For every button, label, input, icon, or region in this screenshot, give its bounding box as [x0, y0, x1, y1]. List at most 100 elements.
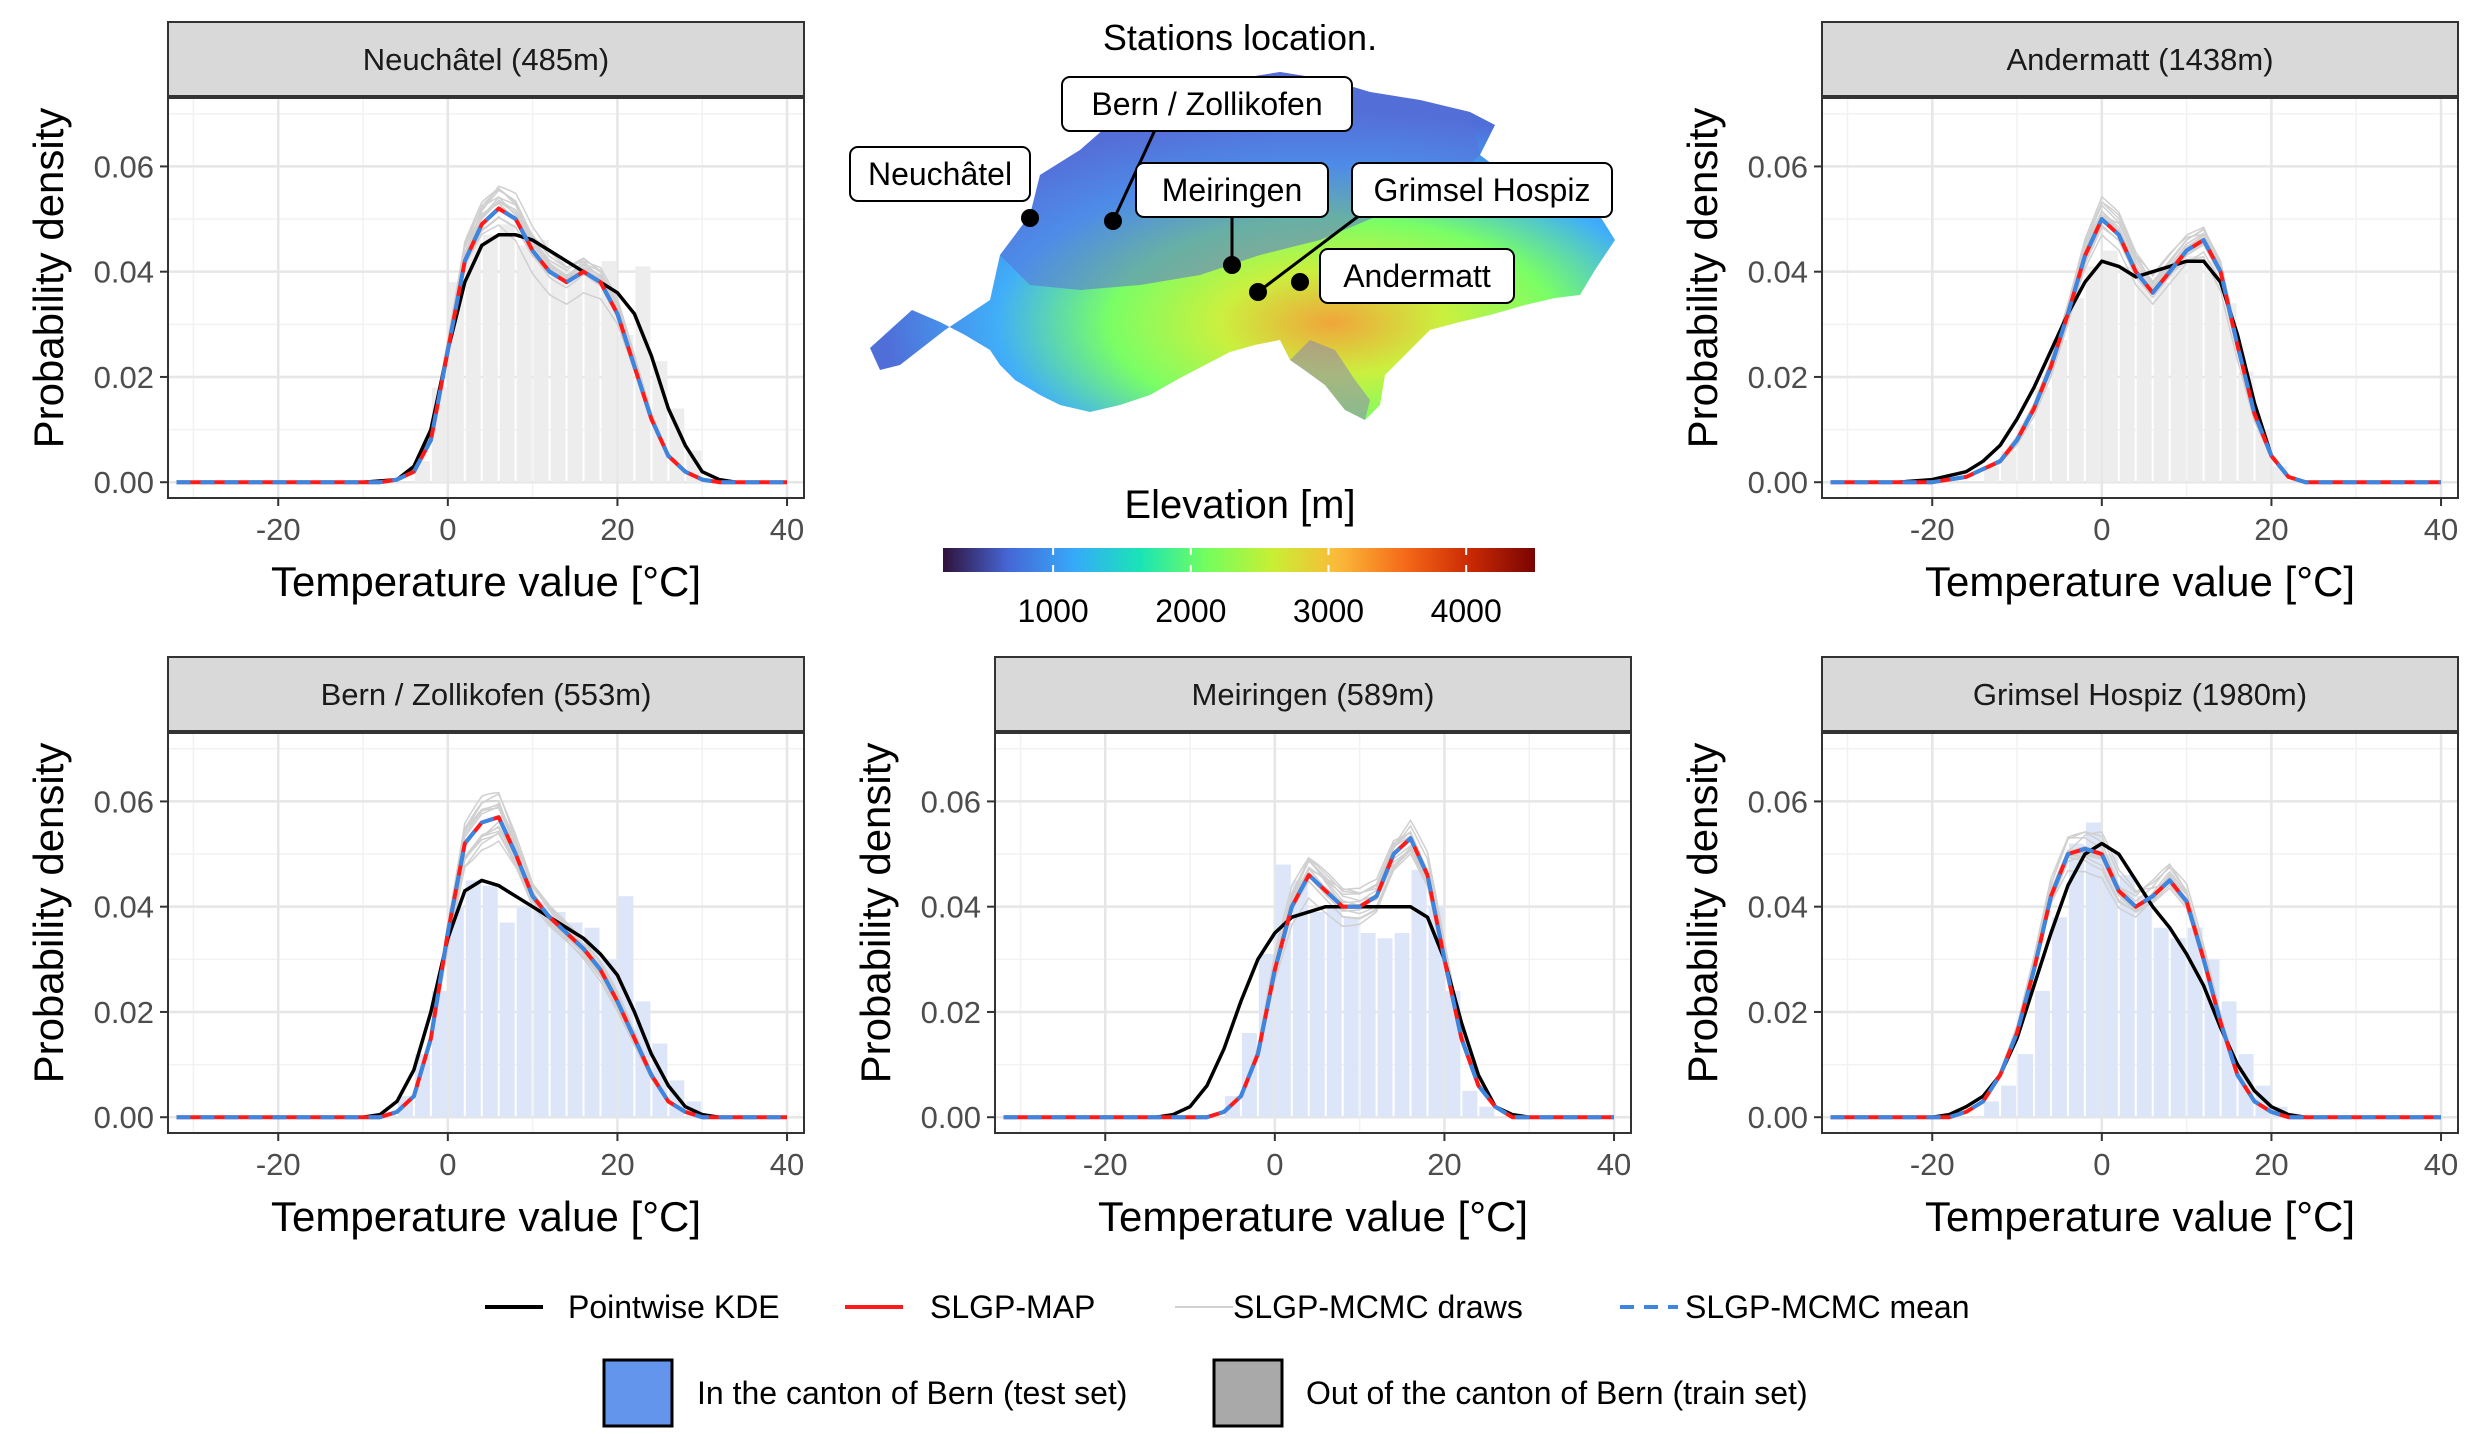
- legend-label-test: In the canton of Bern (test set): [697, 1375, 1127, 1411]
- svg-text:Bern / Zollikofen: Bern / Zollikofen: [1091, 86, 1322, 122]
- x-tick-label: 0: [439, 512, 456, 547]
- y-tick-label: 0.06: [921, 784, 981, 819]
- legend-label-draws: SLGP-MCMC draws: [1233, 1289, 1523, 1325]
- histogram-bar: [2102, 854, 2118, 1118]
- y-tick-label: 0.06: [94, 149, 154, 184]
- x-tick-label: -20: [256, 1147, 301, 1182]
- x-tick-label: 0: [439, 1147, 456, 1182]
- x-tick-label: 40: [770, 1147, 804, 1182]
- panel-border: [167, 732, 805, 1134]
- legend-label-train: Out of the canton of Bern (train set): [1306, 1375, 1808, 1411]
- y-axis-title: Probability density: [1679, 743, 1726, 1084]
- y-tick-label: 0.00: [1748, 465, 1808, 500]
- y-tick-label: 0.00: [94, 465, 154, 500]
- histogram-bar: [2018, 1054, 2033, 1118]
- histogram-bar: [550, 911, 566, 1118]
- histogram-bar: [533, 240, 549, 483]
- histogram-bar: [2170, 938, 2186, 1118]
- histogram-bar: [1428, 906, 1444, 1118]
- colorbar-tick-label: 2000: [1155, 593, 1226, 629]
- y-tick-label: 0.00: [1748, 1100, 1808, 1135]
- histogram-bar: [2018, 424, 2033, 483]
- histogram-bar: [2221, 303, 2237, 483]
- y-tick-label: 0.04: [94, 890, 154, 925]
- histogram-bar: [618, 334, 634, 483]
- histogram-bar: [1411, 869, 1427, 1118]
- histogram-bar: [516, 906, 532, 1118]
- mcmc-mean-line: [176, 206, 787, 485]
- x-tick-label: 20: [2254, 1147, 2288, 1182]
- histogram-bar: [618, 896, 634, 1118]
- histogram-bar: [1377, 938, 1393, 1118]
- histogram-bar: [2170, 261, 2186, 483]
- facet-panel: Bern / Zollikofen (553m) -20 0 20 40 0.00 0.02…: [25, 656, 805, 1240]
- y-axis-title: Probability density: [25, 743, 72, 1084]
- histogram-bar: [1343, 917, 1359, 1118]
- facet-panel: Andermatt (1438m) -20 0 20 40 0.00 0.02 0.04 0.0…: [1679, 21, 2459, 605]
- facet-strip: [167, 21, 805, 97]
- facet-strip: [1821, 656, 2459, 732]
- histogram-bar: [2085, 266, 2101, 483]
- colorbar: [943, 548, 1535, 572]
- colorbar-tick-label: 1000: [1018, 593, 1089, 629]
- panel-border: [167, 97, 805, 499]
- histogram-bar: [1462, 1090, 1478, 1118]
- y-tick-label: 0.02: [1748, 360, 1808, 395]
- x-tick-label: 20: [600, 1147, 634, 1182]
- x-tick-label: -20: [1910, 1147, 1955, 1182]
- map-label-meiringen: Meiringen: [1135, 162, 1329, 218]
- x-tick-label: -20: [256, 512, 301, 547]
- histogram-bar: [2035, 387, 2050, 483]
- x-tick-label: 20: [600, 512, 634, 547]
- x-tick-label: 0: [1266, 1147, 1283, 1182]
- y-tick-label: 0.06: [1748, 784, 1808, 819]
- histogram-bar: [2136, 896, 2152, 1118]
- histogram-bar: [2068, 843, 2084, 1118]
- x-tick-label: 20: [2254, 512, 2288, 547]
- y-tick-label: 0.04: [1748, 890, 1808, 925]
- mcmc-mean-line: [176, 815, 787, 1120]
- histogram-bar: [2187, 255, 2203, 483]
- histogram-bar: [567, 922, 583, 1118]
- kde-line: [1830, 259, 2441, 484]
- colorbar-tick-label: 4000: [1431, 593, 1502, 629]
- histogram-bar: [2035, 990, 2050, 1118]
- facet-strip: [994, 656, 1632, 732]
- map-label-andermatt: Andermatt: [1319, 248, 1515, 304]
- histogram-bar: [499, 224, 515, 483]
- map-label-grimsel: Grimsel Hospiz: [1351, 162, 1613, 218]
- x-tick-label: 20: [1427, 1147, 1461, 1182]
- facet-strip-label: Andermatt (1438m): [2006, 42, 2273, 77]
- x-tick-label: -20: [1910, 512, 1955, 547]
- mcmc-mean-line: [1830, 846, 2441, 1120]
- facet-panel: Neuchâtel (485m) -20 0 20 40 0.00 0.02 0.04 0.06…: [25, 21, 805, 605]
- histogram-bar: [2119, 266, 2135, 483]
- y-tick-label: 0.02: [94, 995, 154, 1030]
- x-tick-label: 0: [2093, 1147, 2110, 1182]
- facet-panel: Grimsel Hospiz (1980m) -20 0 20 40 0.00 0.02 0.…: [1679, 656, 2459, 1240]
- histogram-bar: [1984, 1101, 2000, 1118]
- histogram-bar: [2153, 927, 2169, 1118]
- x-axis-title: Temperature value [°C]: [271, 1193, 701, 1240]
- histogram-bar: [2068, 298, 2084, 483]
- kde-line: [176, 233, 787, 484]
- station-map: Stations location. Neuchâtel Bern / Zoll…: [849, 17, 1615, 629]
- y-tick-label: 0.02: [94, 360, 154, 395]
- histogram-bar: [635, 266, 651, 483]
- svg-text:Neuchâtel: Neuchâtel: [868, 156, 1012, 192]
- facet-strip-label: Grimsel Hospiz (1980m): [1973, 677, 2307, 712]
- x-tick-label: 0: [2093, 512, 2110, 547]
- x-axis-title: Temperature value [°C]: [1098, 1193, 1528, 1240]
- facet-strip-label: Meiringen (589m): [1192, 677, 1435, 712]
- histogram-bar: [516, 245, 532, 483]
- y-tick-label: 0.06: [94, 784, 154, 819]
- leader-line-grimsel: [1257, 213, 1361, 294]
- histogram-bar: [2187, 927, 2203, 1118]
- histogram-bar: [2051, 340, 2067, 483]
- station-marker-andermatt: [1291, 273, 1309, 291]
- panel-border: [1821, 732, 2459, 1134]
- histogram-bar: [1326, 906, 1342, 1118]
- histogram-bar: [2119, 875, 2135, 1118]
- histogram-bar: [1479, 1106, 1495, 1118]
